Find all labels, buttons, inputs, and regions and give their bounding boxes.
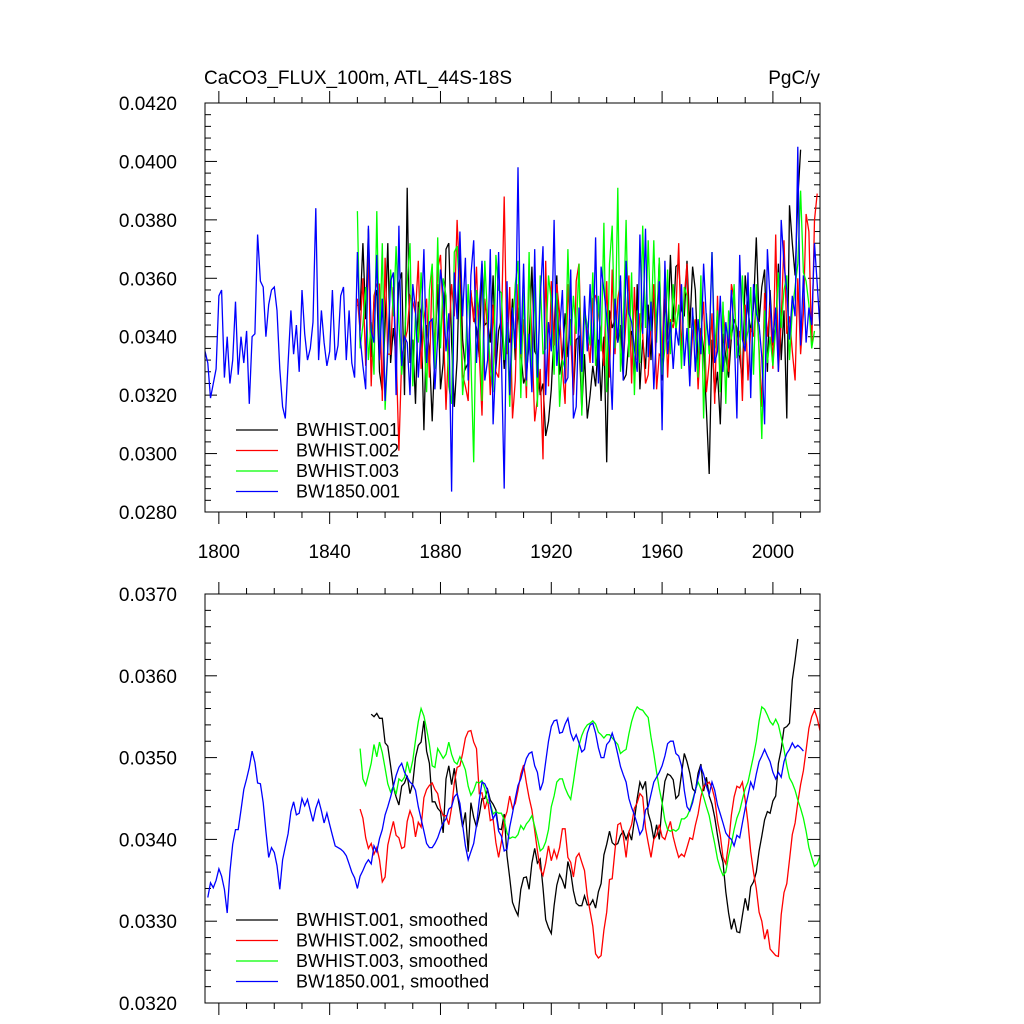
- top-xtick-label: 1960: [641, 542, 683, 563]
- bottom-ytick-label: 0.0350: [119, 749, 177, 770]
- top-xtick-label: 2000: [752, 542, 794, 563]
- bottom-plot-frame: [204, 593, 821, 1004]
- top-ytick-label: 0.0380: [119, 211, 177, 232]
- top-ytick-label: 0.0280: [119, 503, 177, 524]
- bottom-series: [207, 638, 820, 959]
- bottom-legend-label: BWHIST.002, smoothed: [296, 931, 488, 951]
- top-legend-label: BWHIST.003: [296, 461, 399, 481]
- top-legend-label: BWHIST.001: [296, 420, 399, 440]
- bottom-series-bwhist-003: [359, 705, 820, 877]
- top-ytick-label: 0.0400: [119, 152, 177, 173]
- top-xtick-label: 1920: [530, 542, 572, 563]
- bottom-ytick-label: 0.0330: [119, 912, 177, 933]
- top-plot-frame: [204, 102, 821, 513]
- bottom-ytick-label: 0.0370: [119, 585, 177, 606]
- bottom-ytick-label: 0.0360: [119, 667, 177, 688]
- top-title: CaCO3_FLUX_100m, ATL_44S-18S: [204, 68, 512, 89]
- bottom-series-bw1850-001: [207, 716, 804, 914]
- bottom-panel: 0.0320 0.0330 0.0340 0.0350 0.0360 0.0370 BWH…: [119, 582, 821, 1015]
- bottom-series-bwhist-002: [359, 708, 820, 959]
- top-xtick-label: 1880: [419, 542, 461, 563]
- top-ytick-label: 0.0300: [119, 445, 177, 466]
- top-series-bw1850-001: [205, 146, 820, 492]
- bottom-ytick-label: 0.0320: [119, 994, 177, 1015]
- top-ticks: 0.0280 0.0300 0.0320 0.0340 0.0360 0.0380 0.04…: [119, 91, 820, 563]
- bottom-legend-label: BWHIST.003, smoothed: [296, 951, 488, 971]
- top-legend-label: BWHIST.002: [296, 441, 399, 461]
- top-series: [205, 146, 820, 492]
- bottom-ticks: 0.0320 0.0330 0.0340 0.0350 0.0360 0.0370: [119, 582, 820, 1015]
- bottom-legend-label: BWHIST.001, smoothed: [296, 910, 488, 930]
- top-ytick-label: 0.0340: [119, 328, 177, 349]
- top-panel: CaCO3_FLUX_100m, ATL_44S-18S PgC/y 0.028…: [119, 68, 821, 563]
- top-xtick-label: 1840: [309, 542, 351, 563]
- top-xtick-label: 1800: [198, 542, 240, 563]
- top-ytick-label: 0.0360: [119, 269, 177, 290]
- top-units: PgC/y: [768, 68, 820, 89]
- bottom-legend-label: BW1850.001, smoothed: [296, 972, 489, 992]
- top-ytick-label: 0.0420: [119, 94, 177, 115]
- bottom-series-bwhist-001: [370, 638, 799, 936]
- bottom-ytick-label: 0.0340: [119, 830, 177, 851]
- top-ytick-label: 0.0320: [119, 386, 177, 407]
- top-legend-label: BW1850.001: [296, 482, 400, 502]
